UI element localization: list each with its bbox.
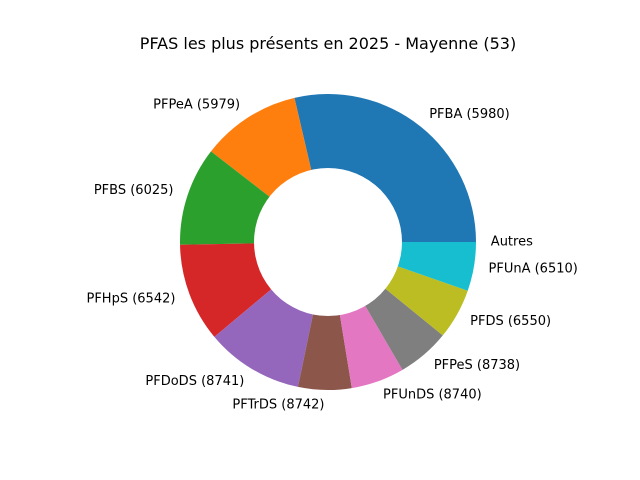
label-pfunds: PFUnDS (8740) [383, 388, 482, 403]
label-pfba: PFBA (5980) [429, 107, 510, 122]
label-pfuna: PFUnA (6510) [489, 262, 578, 277]
chart-title: PFAS les plus présents en 2025 - Mayenne… [140, 34, 516, 53]
label-pfpea: PFPeA (5979) [153, 97, 240, 112]
donut-hole [254, 168, 402, 316]
pie-slices [180, 93, 476, 390]
label-pfhps: PFHpS (6542) [86, 291, 175, 306]
slice-labels: Autres PFBA (5980) PFPeA (5979) PFBS (6025)… [86, 97, 577, 412]
label-pfds: PFDS (6550) [470, 314, 551, 329]
slice-pftrds [297, 242, 352, 390]
label-pfpes: PFPeS (8738) [434, 358, 520, 373]
label-pftrds: PFTrDS (8742) [232, 397, 324, 412]
label-pfbs: PFBS (6025) [94, 183, 174, 198]
label-autres: Autres [491, 235, 533, 250]
label-pfdods: PFDoDS (8741) [145, 374, 244, 389]
